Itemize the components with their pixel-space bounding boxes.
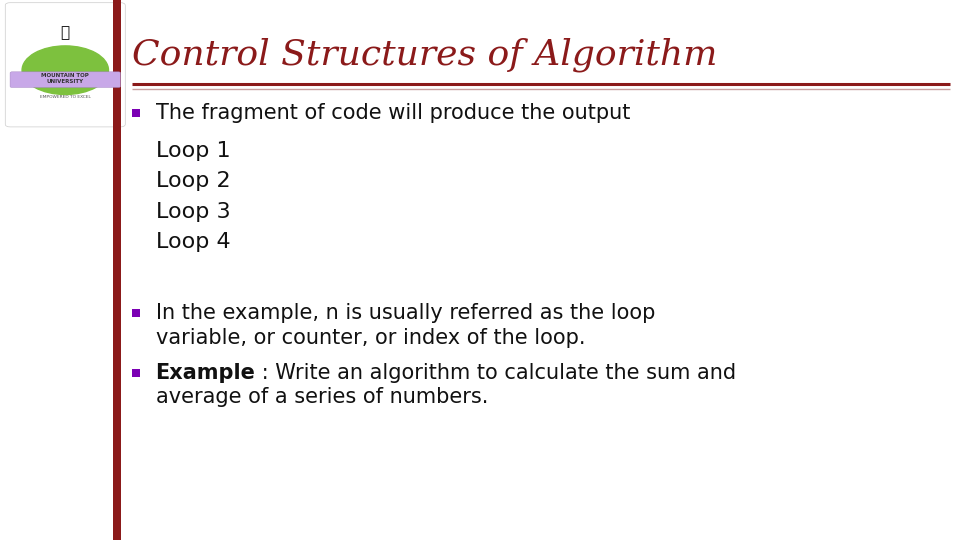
FancyBboxPatch shape bbox=[11, 72, 121, 87]
Text: In the example, n is usually referred as the loop: In the example, n is usually referred as… bbox=[156, 303, 655, 323]
Text: variable, or counter, or index of the loop.: variable, or counter, or index of the lo… bbox=[156, 327, 585, 348]
Bar bbox=[113, 0, 121, 540]
Text: Example: Example bbox=[156, 362, 255, 383]
Text: 🦅: 🦅 bbox=[60, 25, 70, 40]
Text: Loop 3: Loop 3 bbox=[156, 201, 230, 222]
Circle shape bbox=[22, 46, 108, 94]
FancyBboxPatch shape bbox=[6, 3, 125, 127]
Text: average of a series of numbers.: average of a series of numbers. bbox=[156, 387, 488, 407]
Text: The fragment of code will produce the output: The fragment of code will produce the ou… bbox=[156, 103, 630, 124]
Text: Loop 2: Loop 2 bbox=[156, 171, 230, 191]
Text: Loop 1: Loop 1 bbox=[156, 141, 230, 161]
Text: EMPOWERED TO EXCEL: EMPOWERED TO EXCEL bbox=[40, 95, 90, 99]
Text: Control Structures of Algorithm: Control Structures of Algorithm bbox=[132, 38, 718, 72]
Text: Loop 4: Loop 4 bbox=[156, 232, 230, 252]
Text: : Write an algorithm to calculate the sum and: : Write an algorithm to calculate the su… bbox=[255, 362, 736, 383]
Text: MOUNTAIN TOP
UNIVERSITY: MOUNTAIN TOP UNIVERSITY bbox=[41, 73, 89, 84]
